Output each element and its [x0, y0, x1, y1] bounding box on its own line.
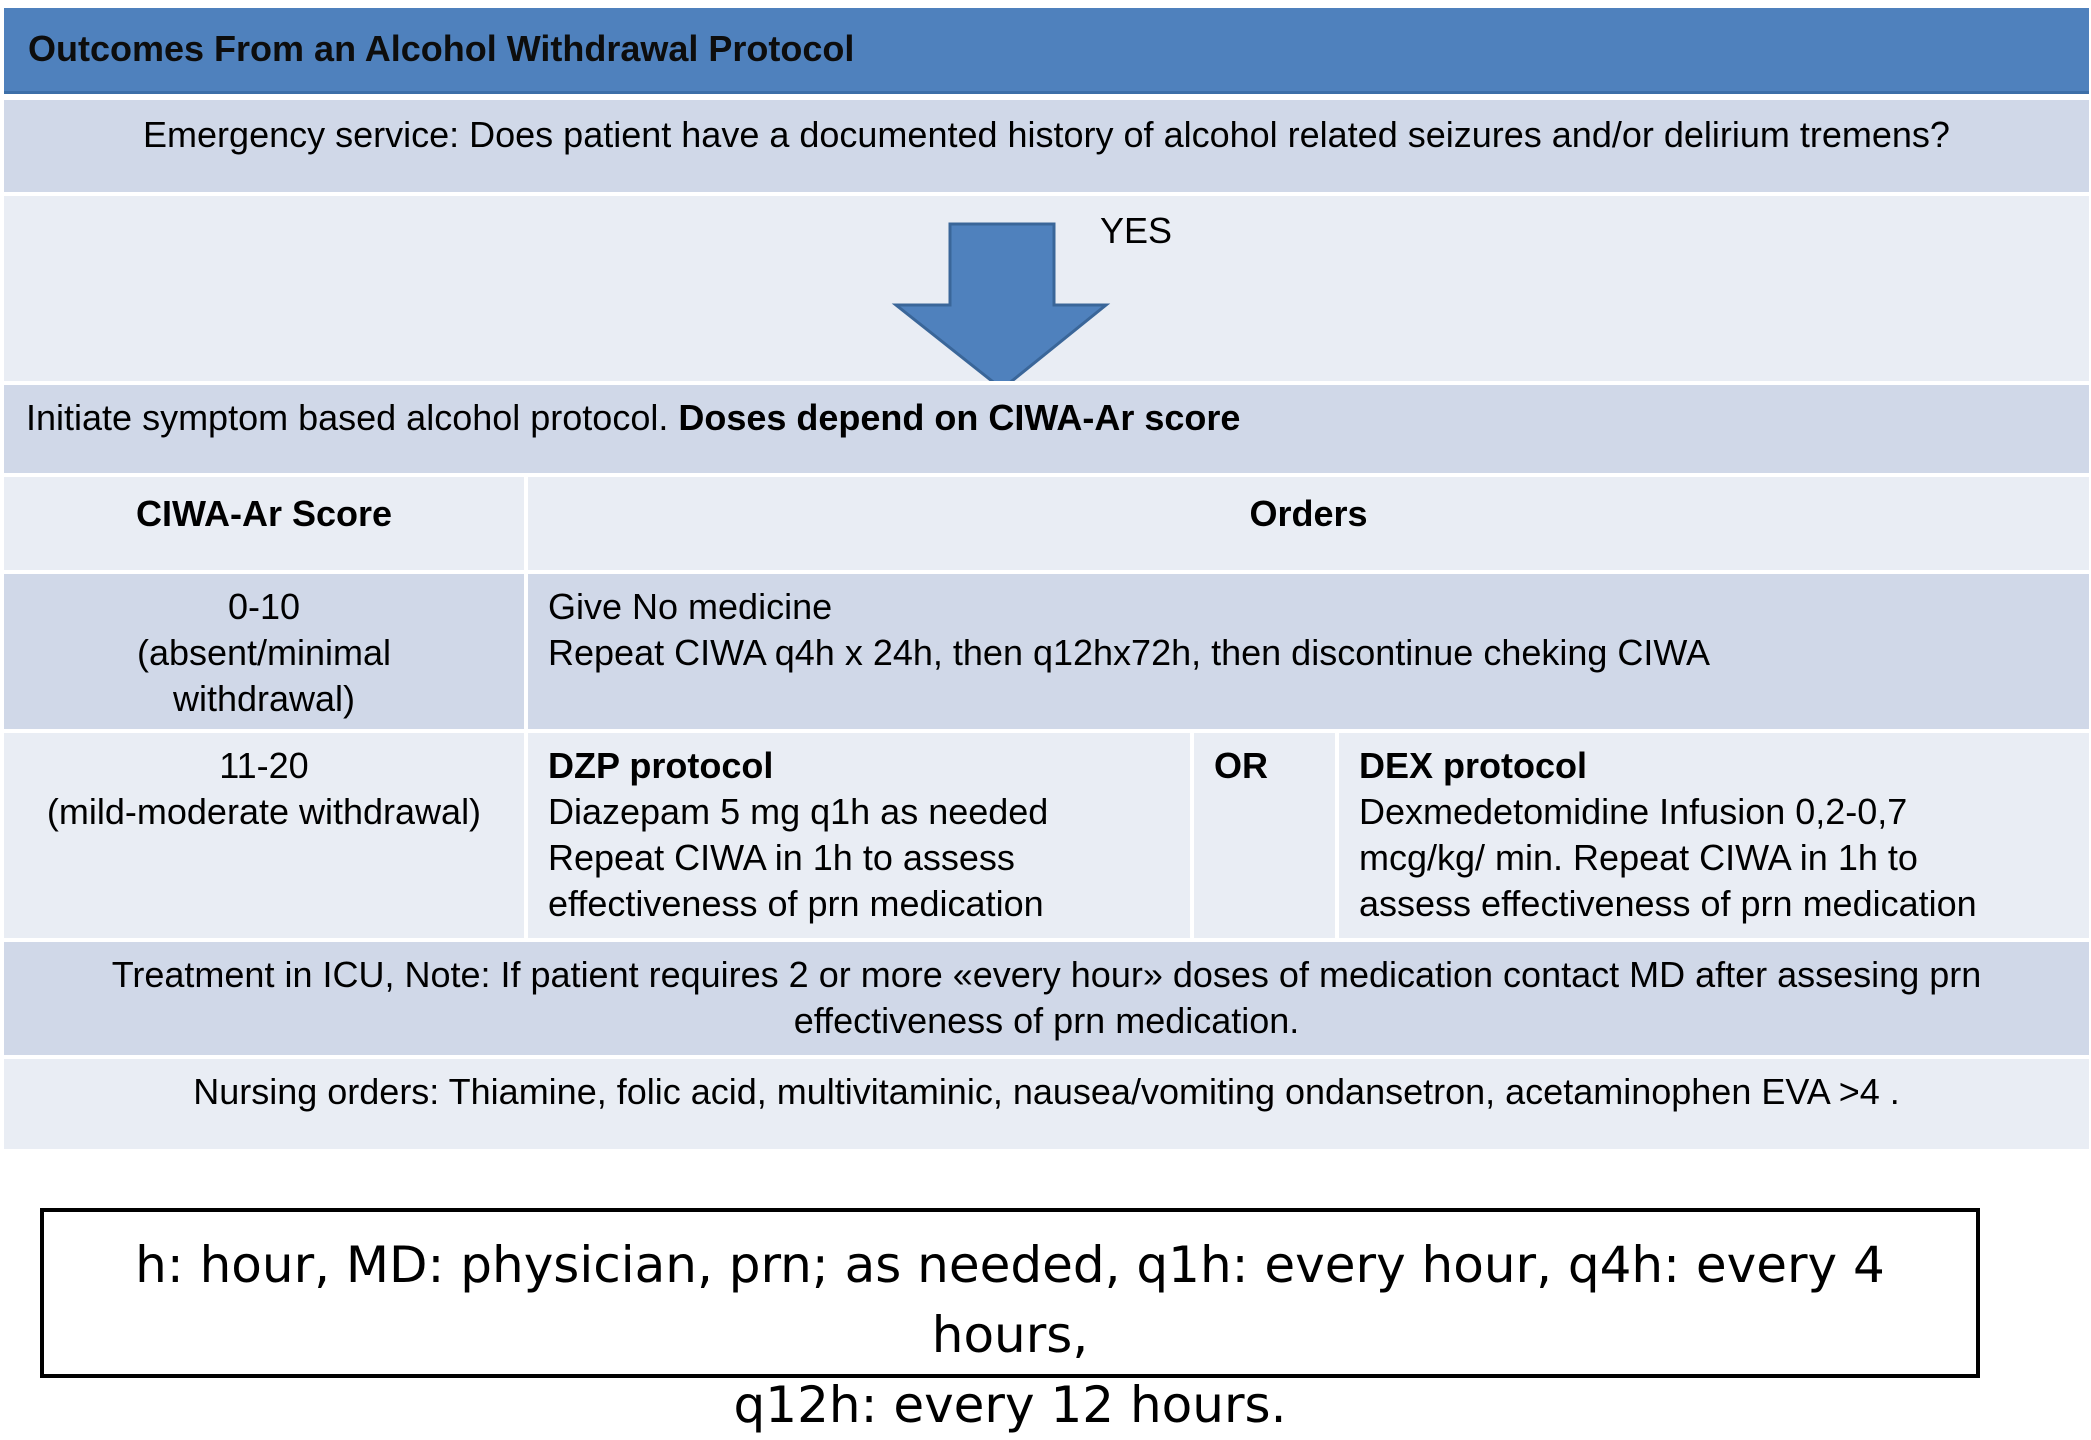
row2-score-cell: 11-20 (mild-moderate withdrawal): [4, 733, 524, 938]
dex-line: mcg/kg/ min. Repeat CIWA in 1h to: [1359, 837, 1918, 878]
header-ciwa-score: CIWA-Ar Score: [4, 477, 524, 570]
initiate-text: Initiate symptom based alcohol protocol.: [26, 397, 679, 438]
yes-label: YES: [1100, 210, 1173, 251]
page-title: Outcomes From an Alcohol Withdrawal Prot…: [28, 28, 855, 69]
dzp-line: Diazepam 5 mg q1h as needed: [548, 791, 1049, 832]
arrow-row: YES: [4, 196, 2089, 381]
icu-note: Treatment in ICU, Note: If patient requi…: [111, 954, 1982, 1041]
header-orders: Orders: [528, 477, 2089, 570]
dex-protocol-title: DEX protocol: [1359, 745, 1588, 786]
row2-score-line: (mild-moderate withdrawal): [46, 791, 482, 832]
row1-score-cell: 0-10 (absent/minimal withdrawal): [4, 574, 524, 729]
row1-orders-cell: Give No medicine Repeat CIWA q4h x 24h, …: [528, 574, 2089, 729]
dzp-line: Repeat CIWA in 1h to assess: [548, 837, 1015, 878]
row1-score-line: withdrawal): [172, 678, 356, 719]
or-cell: OR: [1194, 733, 1335, 938]
screening-question-row: Emergency service: Does patient have a d…: [4, 100, 2089, 192]
header-orders-label: Orders: [1249, 493, 1368, 534]
row1-score-line: (absent/minimal: [136, 632, 392, 673]
header-ciwa-score-label: CIWA-Ar Score: [135, 493, 393, 534]
title-bar: Outcomes From an Alcohol Withdrawal Prot…: [4, 8, 2089, 94]
nursing-orders-row: Nursing orders: Thiamine, folic acid, mu…: [4, 1059, 2089, 1149]
dzp-protocol-title: DZP protocol: [548, 745, 774, 786]
legend-text: h: hour, MD: physician, prn; as needed, …: [64, 1230, 1956, 1440]
row1-order-line: Give No medicine: [548, 586, 833, 627]
row2-score-line: 11-20: [219, 745, 309, 786]
abbreviation-legend: h: hour, MD: physician, prn; as needed, …: [40, 1208, 1980, 1434]
dzp-line: effectiveness of prn medication: [548, 883, 1044, 924]
screening-question: Emergency service: Does patient have a d…: [143, 114, 1950, 155]
row1-score-line: 0-10: [227, 586, 301, 627]
dex-protocol-cell: DEX protocol Dexmedetomidine Infusion 0,…: [1339, 733, 2089, 938]
down-arrow-icon: [891, 222, 1111, 381]
legend-line: h: hour, MD: physician, prn; as needed, …: [135, 1236, 1885, 1364]
icu-note-row: Treatment in ICU, Note: If patient requi…: [4, 942, 2089, 1055]
or-label: OR: [1214, 745, 1268, 786]
legend-line: q12h: every 12 hours.: [733, 1376, 1287, 1434]
initiate-bold-text: Doses depend on CIWA-Ar score: [678, 397, 1241, 438]
dex-line: Dexmedetomidine Infusion 0,2-0,7: [1359, 791, 1908, 832]
initiate-protocol-text: Initiate symptom based alcohol protocol.…: [26, 397, 1240, 439]
nursing-orders: Nursing orders: Thiamine, folic acid, mu…: [193, 1071, 1900, 1112]
dex-line: assess effectiveness of prn medication: [1359, 883, 1977, 924]
row1-order-line: Repeat CIWA q4h x 24h, then q12hx72h, th…: [548, 632, 1711, 673]
dzp-protocol-cell: DZP protocol Diazepam 5 mg q1h as needed…: [528, 733, 1190, 938]
initiate-protocol-row: Initiate symptom based alcohol protocol.…: [4, 385, 2089, 473]
